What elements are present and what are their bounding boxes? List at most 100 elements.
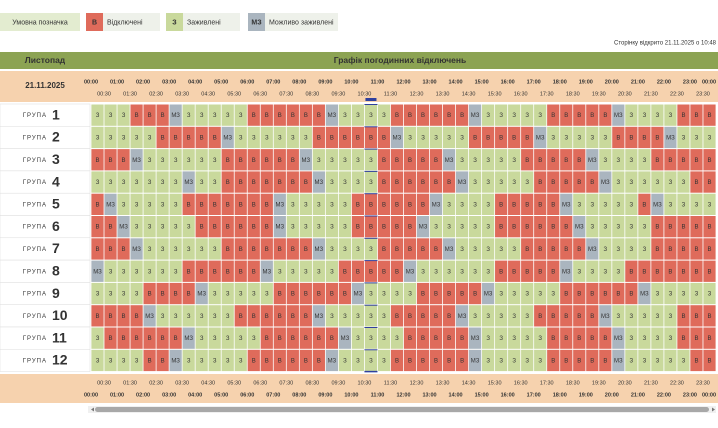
cell-code: З xyxy=(265,292,269,298)
cell-code: В xyxy=(707,225,711,231)
schedule-cell xyxy=(338,238,352,260)
schedule-cell xyxy=(221,282,234,305)
opened-note: Сторінку відкрито 21.11.2025 о 10:48 xyxy=(614,41,717,47)
cell-code: В xyxy=(356,202,360,208)
cell-code: МЗ xyxy=(328,113,337,119)
cell-code: З xyxy=(630,336,634,342)
schedule-cell xyxy=(651,327,664,349)
cell-code: В xyxy=(564,158,568,164)
schedule-cell xyxy=(104,171,117,193)
schedule-cell xyxy=(508,193,521,215)
schedule-cell xyxy=(143,349,156,372)
schedule-cell xyxy=(299,238,312,260)
schedule-cell xyxy=(690,305,703,327)
cell-code: В xyxy=(434,113,438,119)
cell-code: В xyxy=(681,113,685,119)
cell-code: В xyxy=(252,359,256,365)
cell-code: З xyxy=(304,202,308,208)
schedule-cell xyxy=(703,193,716,215)
schedule-cell xyxy=(182,171,195,193)
cell-code: З xyxy=(538,336,542,342)
cell-code: В xyxy=(304,292,308,298)
cell-code: МЗ xyxy=(223,136,232,142)
cell-code: В xyxy=(447,314,451,320)
schedule-cell xyxy=(143,149,156,171)
schedule-cell xyxy=(455,216,469,238)
hour-label: 19:00 xyxy=(579,392,593,398)
hour-label: 09:00 xyxy=(318,392,332,398)
schedule-cell xyxy=(403,104,417,126)
schedule-cell xyxy=(651,126,664,149)
cell-code: В xyxy=(421,113,425,119)
schedule-cell xyxy=(586,149,599,171)
cell-code: В xyxy=(707,180,711,186)
legend-label: Можливо заживлені xyxy=(269,18,334,26)
cell-code: З xyxy=(434,269,438,275)
hour-label: 05:00 xyxy=(214,392,228,398)
schedule-cell xyxy=(664,238,677,260)
half-hour-label: 16:30 xyxy=(514,91,528,97)
cell-code: В xyxy=(96,314,100,320)
cell-code: З xyxy=(148,269,152,275)
schedule-cell xyxy=(377,126,391,149)
cell-code: З xyxy=(109,113,113,119)
schedule-cell xyxy=(482,193,495,215)
cell-code: З xyxy=(669,113,673,119)
group-word: ГРУПА xyxy=(23,336,47,342)
schedule-cell xyxy=(690,238,703,260)
hour-label: 07:00 xyxy=(266,79,280,85)
hour-label: 17:00 xyxy=(527,392,541,398)
schedule-cell xyxy=(442,327,456,349)
cell-code: З xyxy=(317,225,321,231)
cell-code: В xyxy=(187,202,191,208)
cell-code: В xyxy=(655,225,659,231)
schedule-cell xyxy=(143,238,156,260)
cell-code: В xyxy=(551,225,555,231)
cell-code: В xyxy=(707,113,711,119)
header-bar xyxy=(0,52,718,69)
cell-code: МЗ xyxy=(197,292,206,298)
schedule-cell xyxy=(429,171,443,193)
current-slot-marker xyxy=(365,98,377,101)
schedule-cell xyxy=(221,171,234,193)
schedule-cell xyxy=(364,238,378,260)
schedule-cell xyxy=(130,149,143,171)
schedule-cell xyxy=(547,305,560,327)
schedule-cell xyxy=(247,104,260,126)
cell-code: З xyxy=(512,292,516,298)
cell-code: В xyxy=(590,180,594,186)
cell-code: З xyxy=(643,225,647,231)
cell-code: З xyxy=(161,225,165,231)
cell-code: В xyxy=(694,359,698,365)
schedule-cell xyxy=(221,149,234,171)
half-hour-label: 02:30 xyxy=(149,380,163,386)
schedule-cell xyxy=(442,104,456,126)
cell-code: З xyxy=(656,113,660,119)
cell-code: МЗ xyxy=(640,292,649,298)
legend-item-box xyxy=(86,13,160,31)
schedule-cell xyxy=(325,171,338,193)
schedule-cell xyxy=(442,260,456,282)
cell-code: З xyxy=(213,247,217,253)
schedule-cell xyxy=(351,327,365,349)
cell-code: З xyxy=(148,180,152,186)
cell-code: З xyxy=(226,113,230,119)
schedule-cell xyxy=(547,193,560,215)
cell-code: В xyxy=(603,292,607,298)
legend-title: Умовна позначка xyxy=(12,19,68,26)
cell-code: В xyxy=(213,225,217,231)
cell-code: З xyxy=(551,136,555,142)
cell-code: В xyxy=(655,269,659,275)
schedule-cell xyxy=(195,171,208,193)
half-hour-label: 21:30 xyxy=(644,91,658,97)
schedule-cell xyxy=(586,327,599,349)
schedule-cell xyxy=(482,216,495,238)
cell-code: В xyxy=(434,292,438,298)
schedule-cell xyxy=(599,171,612,193)
cell-code: З xyxy=(135,292,139,298)
cell-code: З xyxy=(590,202,594,208)
schedule-cell xyxy=(703,282,716,305)
hour-label: 18:00 xyxy=(553,392,567,398)
cell-code: З xyxy=(617,314,621,320)
